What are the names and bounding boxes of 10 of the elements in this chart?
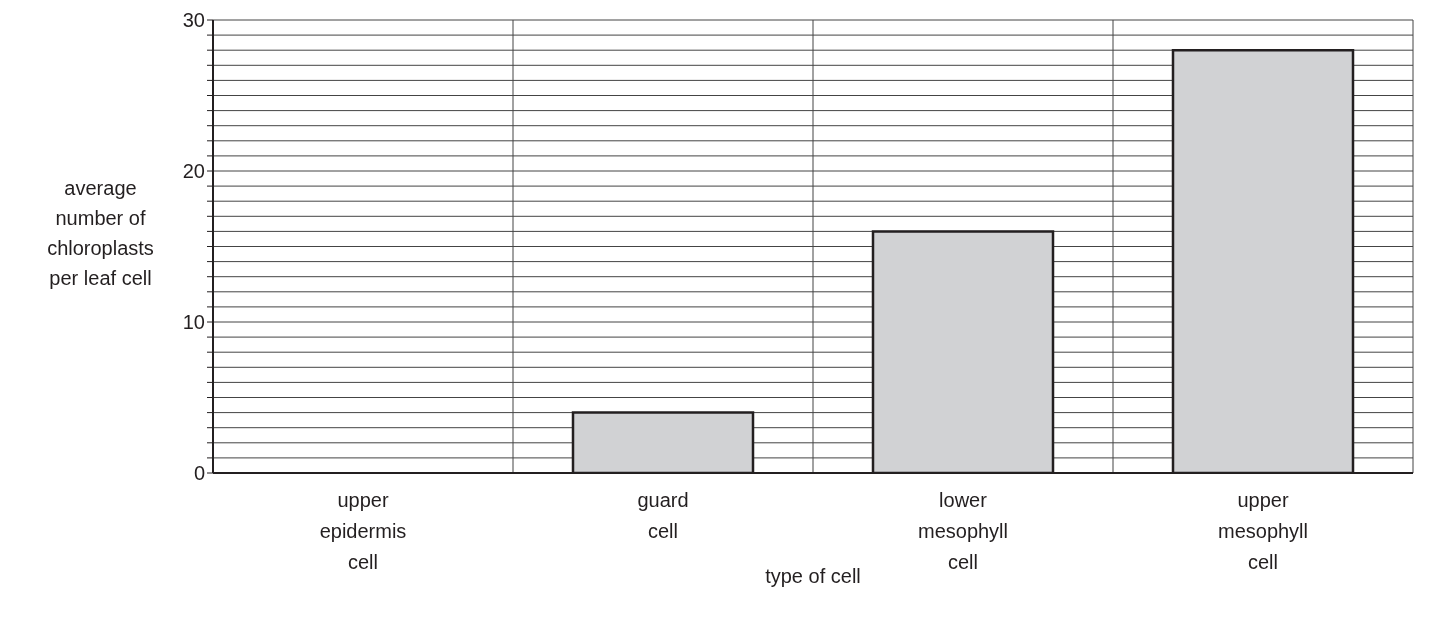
x-tick-label: guard cell xyxy=(637,489,689,542)
y-tick-label: 20 xyxy=(182,160,205,183)
x-tick-label: upper mesophyll cell xyxy=(1217,489,1309,573)
x-tick-label: upper epidermis cell xyxy=(319,489,407,573)
y-tick-label: 0 xyxy=(193,462,205,485)
y-axis-title: average number of chloroplasts per leaf cell xyxy=(46,176,155,291)
x-tick-label: lower mesophyll cell xyxy=(917,489,1009,573)
y-tick-label: 10 xyxy=(182,311,205,334)
x-axis-title: type of cell xyxy=(765,565,861,587)
y-tick-label: 30 xyxy=(182,9,205,32)
